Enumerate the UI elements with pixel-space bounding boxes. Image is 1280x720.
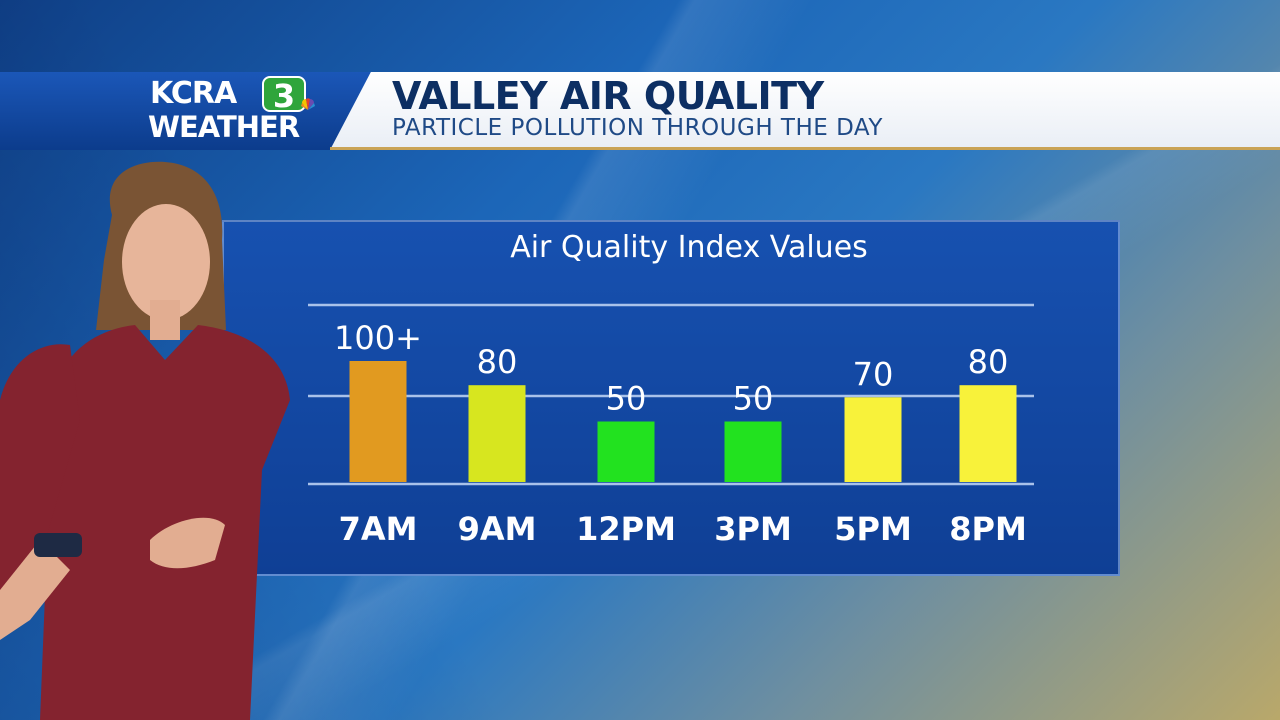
- bar-7am: [349, 361, 407, 482]
- value-label: 50: [733, 380, 774, 418]
- category-label: 5PM: [834, 510, 912, 548]
- value-label: 100+: [334, 319, 422, 357]
- channel-logo: 3: [262, 76, 306, 114]
- page-title: VALLEY AIR QUALITY: [392, 74, 824, 118]
- bar-8pm: [959, 385, 1017, 482]
- category-label: 3PM: [714, 510, 792, 548]
- peacock-icon: [301, 98, 315, 110]
- bar-5pm: [844, 397, 902, 482]
- station-logo: KCRA: [150, 76, 237, 111]
- chart-title: Air Quality Index Values: [510, 230, 868, 265]
- value-label: 70: [853, 355, 894, 393]
- value-label: 80: [477, 343, 518, 381]
- category-label: 9AM: [458, 510, 537, 548]
- value-label: 50: [606, 380, 647, 418]
- value-label: 80: [968, 343, 1009, 381]
- page-subtitle: PARTICLE POLLUTION THROUGH THE DAY: [392, 115, 883, 141]
- bar-3pm: [724, 421, 782, 482]
- banner-divider: [330, 147, 1280, 150]
- bar-12pm: [597, 421, 655, 482]
- title-banner: [330, 72, 1280, 150]
- bar-9am: [468, 385, 526, 482]
- logo-banner: [0, 72, 372, 150]
- category-label: 8PM: [949, 510, 1027, 548]
- category-label: 7AM: [339, 510, 418, 548]
- category-label: 12PM: [576, 510, 676, 548]
- weather-logo: WEATHER: [148, 110, 300, 144]
